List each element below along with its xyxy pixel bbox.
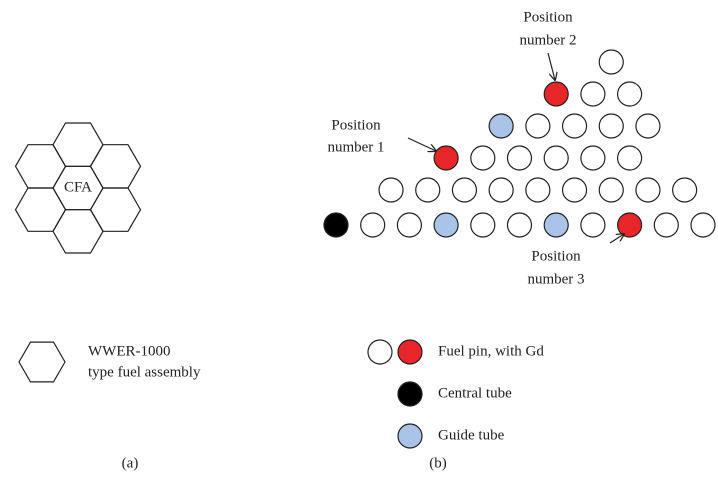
legend-hexagon bbox=[18, 341, 66, 383]
position-label: Position bbox=[531, 248, 581, 264]
pin bbox=[415, 177, 441, 203]
position-label: Position bbox=[331, 117, 381, 133]
legend-text: type fuel assembly bbox=[88, 364, 201, 380]
legend-text: Fuel pin, with Gd bbox=[438, 343, 544, 359]
caption: (a) bbox=[122, 455, 139, 471]
hex-cluster bbox=[14, 122, 142, 383]
center-label: CFA bbox=[64, 179, 92, 195]
legend-text: Guide tube bbox=[438, 427, 505, 443]
pin bbox=[323, 212, 349, 238]
pin bbox=[360, 212, 386, 238]
hexagon bbox=[89, 144, 142, 189]
pin bbox=[543, 212, 569, 238]
legend-pin bbox=[397, 423, 423, 449]
position-label: number 3 bbox=[527, 271, 584, 287]
pin bbox=[433, 212, 459, 238]
pin bbox=[598, 49, 624, 75]
legend-text: WWER-1000 bbox=[88, 343, 170, 359]
arrow bbox=[547, 52, 555, 80]
pin bbox=[433, 145, 459, 171]
pin bbox=[396, 212, 422, 238]
pin bbox=[598, 177, 624, 203]
pin bbox=[561, 177, 588, 203]
arrow bbox=[609, 234, 624, 244]
hexagon bbox=[14, 144, 67, 189]
pin bbox=[506, 145, 533, 171]
pin bbox=[672, 177, 698, 203]
pin bbox=[616, 81, 643, 107]
position-label: number 2 bbox=[519, 32, 576, 48]
pin bbox=[598, 113, 624, 139]
caption: (b) bbox=[429, 455, 447, 471]
legend-pin bbox=[367, 339, 393, 365]
pin-lattice bbox=[323, 49, 716, 238]
pin bbox=[580, 145, 606, 171]
hexagon bbox=[89, 187, 142, 232]
pin bbox=[470, 212, 496, 238]
legend-pin bbox=[397, 381, 423, 407]
pin bbox=[525, 113, 551, 139]
pin bbox=[635, 113, 661, 139]
legend-pin bbox=[397, 339, 423, 365]
pin bbox=[488, 113, 514, 139]
hexagon bbox=[52, 209, 104, 254]
pin bbox=[635, 177, 661, 203]
pin bbox=[451, 177, 478, 203]
pin bbox=[616, 212, 643, 238]
position-label: number 1 bbox=[327, 139, 384, 155]
pin bbox=[470, 145, 496, 171]
hexagon bbox=[52, 122, 104, 167]
legend-text: Central tube bbox=[438, 385, 512, 401]
pin bbox=[690, 212, 716, 238]
hexagon bbox=[14, 187, 67, 232]
pin bbox=[488, 177, 514, 203]
pin bbox=[580, 81, 606, 107]
pin bbox=[653, 212, 679, 238]
pin bbox=[580, 212, 606, 238]
pin bbox=[543, 81, 569, 107]
pin bbox=[525, 177, 551, 203]
pin bbox=[378, 177, 404, 203]
arrow bbox=[407, 137, 436, 151]
pin bbox=[543, 145, 569, 171]
pin bbox=[561, 113, 588, 139]
pin bbox=[616, 145, 643, 171]
position-label: Position bbox=[523, 9, 573, 25]
pin bbox=[506, 212, 533, 238]
